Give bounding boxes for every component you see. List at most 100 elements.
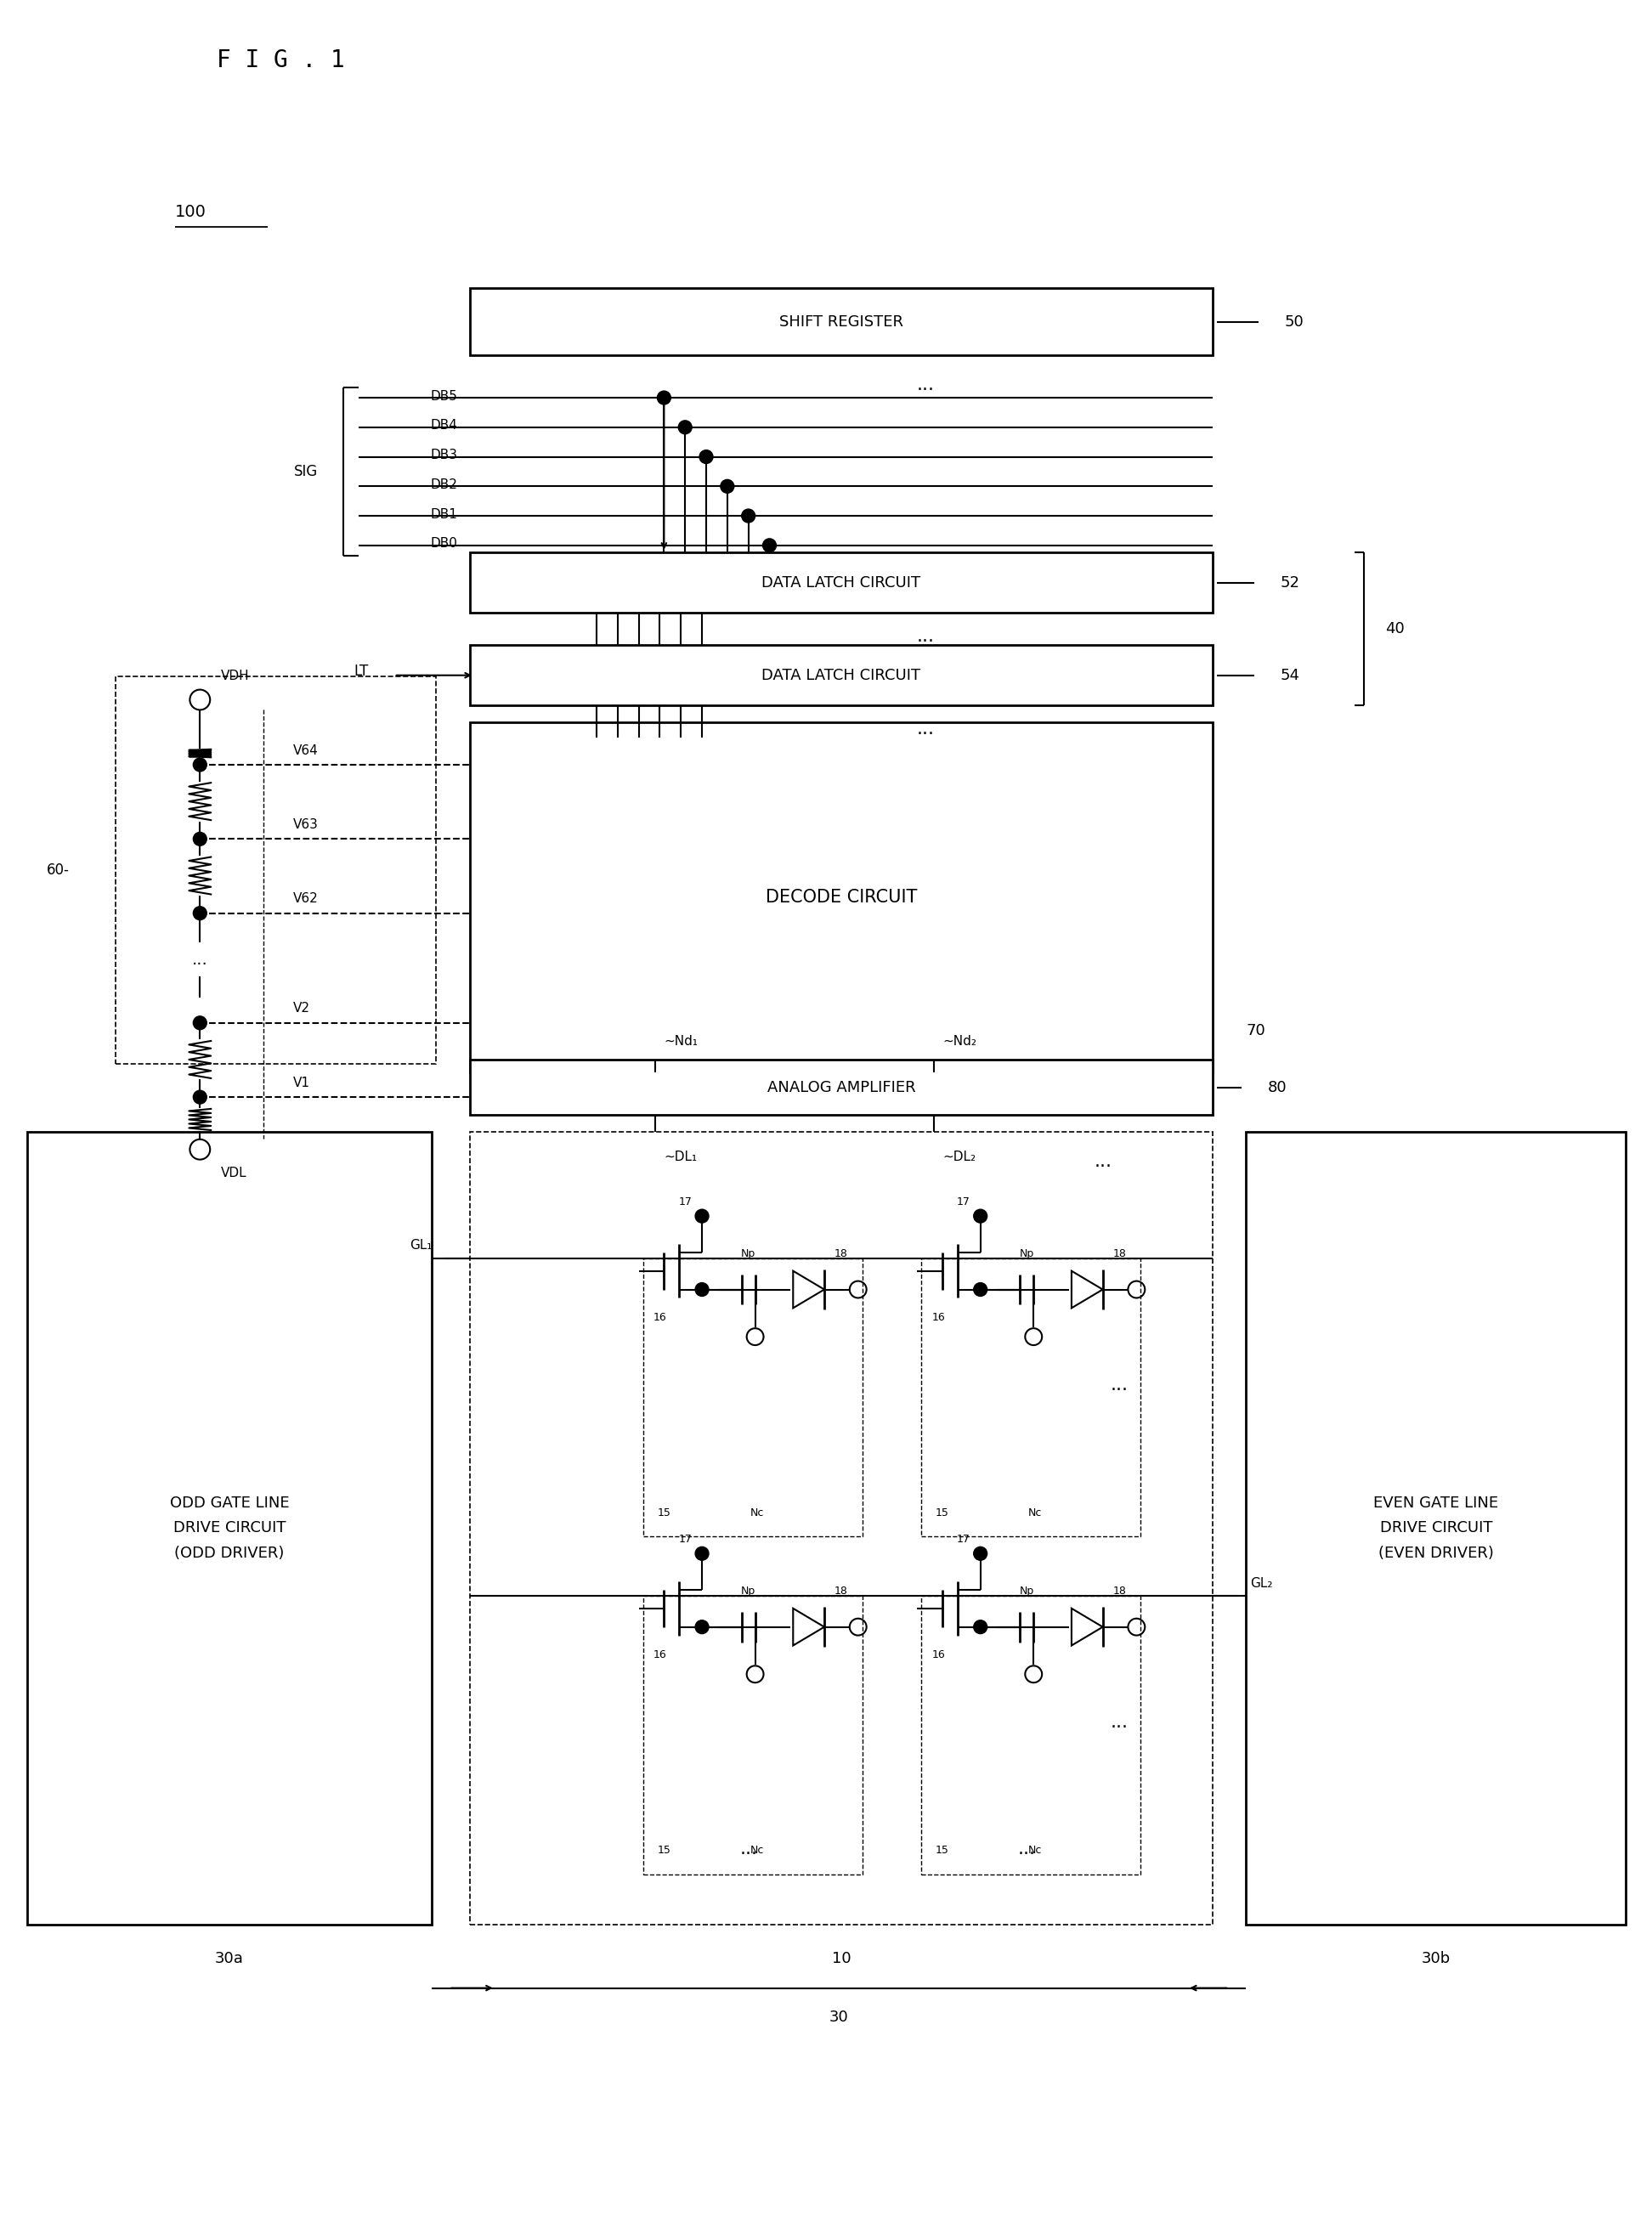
Circle shape [193, 1089, 206, 1103]
Text: ANALOG AMPLIFIER: ANALOG AMPLIFIER [767, 1081, 915, 1096]
Text: DB4: DB4 [430, 419, 458, 432]
Circle shape [193, 758, 206, 771]
Text: V62: V62 [292, 893, 319, 905]
Text: 54: 54 [1280, 668, 1300, 684]
Text: 30b: 30b [1421, 1952, 1450, 1965]
Text: ...: ... [917, 628, 935, 644]
Text: 17: 17 [679, 1196, 692, 1208]
Bar [643, 1259, 862, 1537]
Text: Np: Np [1019, 1586, 1034, 1597]
Text: 16: 16 [653, 1649, 666, 1660]
Text: 18: 18 [1113, 1586, 1127, 1597]
Bar [469, 644, 1213, 706]
Circle shape [973, 1620, 988, 1633]
Text: 16: 16 [932, 1649, 945, 1660]
Circle shape [973, 1546, 988, 1560]
Bar [469, 722, 1213, 1072]
Bar [469, 287, 1213, 356]
Circle shape [973, 1210, 988, 1223]
Text: ~Nd₁: ~Nd₁ [664, 1036, 699, 1047]
Text: 18: 18 [834, 1248, 847, 1259]
Text: ~DL₂: ~DL₂ [942, 1150, 976, 1163]
Text: 52: 52 [1280, 575, 1300, 590]
Bar [922, 1595, 1142, 1874]
Bar [922, 1259, 1142, 1537]
Circle shape [193, 1016, 206, 1029]
Text: 17: 17 [957, 1533, 970, 1544]
Circle shape [973, 1283, 988, 1297]
Circle shape [695, 1283, 709, 1297]
Circle shape [695, 1210, 709, 1223]
Text: ~Nd₂: ~Nd₂ [942, 1036, 976, 1047]
Bar [116, 675, 436, 1065]
Text: LT: LT [354, 664, 368, 680]
Text: 30: 30 [829, 2010, 849, 2025]
Text: V64: V64 [292, 744, 319, 758]
Bar [469, 1061, 1213, 1114]
Text: Nc: Nc [1028, 1508, 1042, 1519]
Bar [643, 1595, 862, 1874]
Circle shape [193, 833, 206, 847]
Text: ...: ... [1018, 1840, 1036, 1858]
Text: 40: 40 [1386, 622, 1404, 637]
Text: V2: V2 [292, 1003, 311, 1016]
Text: F I G . 1: F I G . 1 [216, 49, 345, 71]
Text: DATA LATCH CIRCUIT: DATA LATCH CIRCUIT [762, 575, 920, 590]
Text: Nc: Nc [750, 1508, 763, 1519]
Text: EVEN GATE LINE
DRIVE CIRCUIT
(EVEN DRIVER): EVEN GATE LINE DRIVE CIRCUIT (EVEN DRIVE… [1373, 1495, 1498, 1560]
Text: 70: 70 [1246, 1023, 1265, 1038]
Text: 18: 18 [1113, 1248, 1127, 1259]
Text: Np: Np [742, 1586, 755, 1597]
Text: 10: 10 [831, 1952, 851, 1965]
Text: Np: Np [1019, 1248, 1034, 1259]
Text: 50: 50 [1284, 314, 1303, 330]
Text: VDH: VDH [221, 671, 249, 682]
Text: 16: 16 [653, 1312, 666, 1323]
Bar [469, 553, 1213, 613]
Text: DB2: DB2 [430, 479, 458, 490]
Circle shape [657, 390, 671, 405]
Text: GL₁: GL₁ [410, 1239, 431, 1252]
Bar [1246, 1132, 1626, 1925]
Text: ...: ... [917, 722, 935, 737]
Circle shape [720, 479, 733, 492]
Text: ~DL₁: ~DL₁ [664, 1150, 697, 1163]
Text: ...: ... [1094, 1152, 1112, 1170]
Circle shape [763, 539, 776, 553]
Text: GL₂: GL₂ [1251, 1577, 1274, 1589]
Text: ...: ... [917, 377, 935, 394]
Text: 15: 15 [657, 1508, 671, 1519]
Circle shape [742, 508, 755, 524]
Text: V1: V1 [292, 1076, 311, 1089]
Text: ...: ... [740, 1840, 757, 1858]
Text: 30a: 30a [215, 1952, 244, 1965]
Text: DB3: DB3 [430, 448, 458, 461]
Text: 16: 16 [932, 1312, 945, 1323]
Text: VDL: VDL [221, 1167, 248, 1179]
Circle shape [699, 450, 714, 463]
Circle shape [679, 421, 692, 434]
Text: 15: 15 [657, 1845, 671, 1856]
Circle shape [193, 907, 206, 920]
Text: Nc: Nc [750, 1845, 763, 1856]
Text: Nc: Nc [1028, 1845, 1042, 1856]
Text: V63: V63 [292, 818, 319, 831]
Text: DB0: DB0 [430, 537, 458, 550]
Text: 15: 15 [935, 1845, 950, 1856]
Text: ...: ... [1110, 1713, 1128, 1731]
Text: 100: 100 [175, 205, 206, 221]
Text: ...: ... [1110, 1377, 1128, 1392]
Text: 15: 15 [935, 1508, 950, 1519]
Text: 17: 17 [957, 1196, 970, 1208]
Text: DECODE CIRCUIT: DECODE CIRCUIT [765, 889, 917, 907]
Text: ...: ... [192, 951, 208, 967]
Text: DB1: DB1 [430, 508, 458, 521]
Text: DATA LATCH CIRCUIT: DATA LATCH CIRCUIT [762, 668, 920, 684]
Text: 17: 17 [679, 1533, 692, 1544]
Text: DB5: DB5 [430, 390, 458, 403]
Bar [26, 1132, 431, 1925]
Text: 80: 80 [1267, 1081, 1287, 1096]
Text: SHIFT REGISTER: SHIFT REGISTER [780, 314, 904, 330]
Text: Np: Np [742, 1248, 755, 1259]
Text: ODD GATE LINE
DRIVE CIRCUIT
(ODD DRIVER): ODD GATE LINE DRIVE CIRCUIT (ODD DRIVER) [170, 1495, 289, 1560]
